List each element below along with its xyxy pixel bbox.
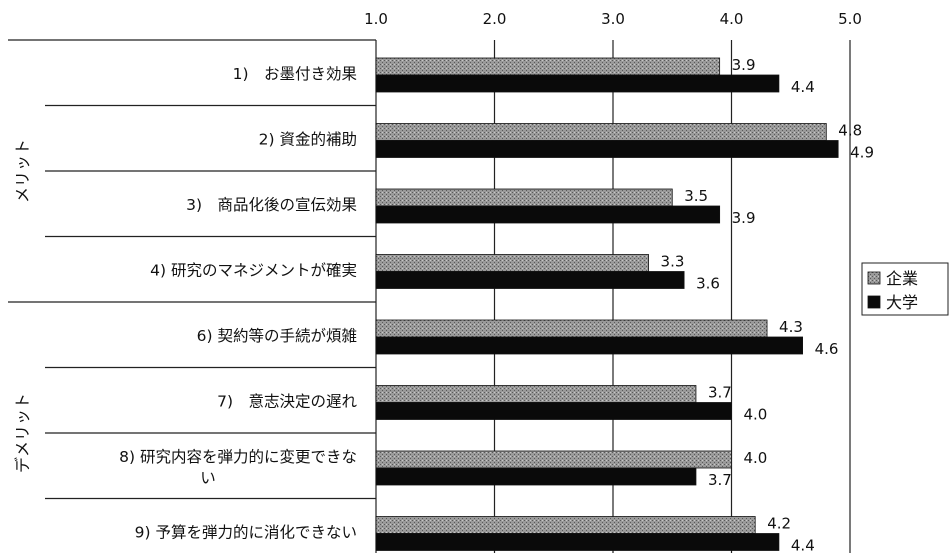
category-label: 8) 研究内容を弾力的に変更できな bbox=[119, 448, 357, 466]
data-label: 3.9 bbox=[732, 56, 756, 74]
data-label: 4.4 bbox=[791, 537, 815, 553]
bar-daigaku bbox=[375, 74, 780, 93]
data-label: 4.2 bbox=[767, 515, 791, 533]
bars bbox=[375, 57, 839, 551]
legend-swatch bbox=[867, 271, 881, 285]
data-label: 4.9 bbox=[850, 144, 874, 162]
bar-kigyo bbox=[375, 254, 649, 272]
category-label: 3) 商品化後の宣伝効果 bbox=[186, 196, 357, 214]
data-label: 4.0 bbox=[744, 449, 768, 467]
bar-daigaku bbox=[375, 402, 732, 420]
bar-daigaku bbox=[375, 336, 804, 355]
bar-daigaku bbox=[375, 271, 685, 289]
data-label: 3.9 bbox=[732, 209, 756, 227]
bar-daigaku bbox=[375, 140, 839, 158]
category-rows: 1) お墨付き効果 2) 資金的補助 3) 商品化後の宣伝効果 4) 研究のマネジメン… bbox=[8, 39, 376, 541]
category-label: 2) 資金的補助 bbox=[259, 130, 357, 148]
category-label: 1) お墨付き効果 bbox=[233, 65, 357, 83]
bar-daigaku bbox=[375, 467, 697, 486]
data-label: 4.0 bbox=[744, 406, 768, 424]
bar-daigaku bbox=[375, 533, 780, 551]
data-label: 3.7 bbox=[708, 384, 732, 402]
x-tick-label: 1.0 bbox=[364, 10, 388, 28]
group-label: メリット bbox=[13, 139, 32, 203]
bar-kigyo bbox=[375, 188, 673, 207]
category-label: 9) 予算を弾力的に消化できない bbox=[135, 522, 357, 541]
category-label-line2: い bbox=[200, 469, 216, 487]
legend-label: 企業 bbox=[886, 269, 918, 288]
x-axis-ticks: 1.0 2.0 3.0 4.0 5.0 bbox=[364, 10, 862, 28]
x-tick-label: 3.0 bbox=[601, 10, 625, 28]
category-label: 4) 研究のマネジメントが確実 bbox=[150, 261, 357, 279]
category-label: 7) 意志決定の遅れ bbox=[217, 391, 357, 410]
data-label: 3.3 bbox=[661, 253, 685, 271]
legend-swatch bbox=[867, 295, 881, 309]
data-label: 4.8 bbox=[838, 122, 862, 140]
bar-daigaku bbox=[375, 205, 721, 224]
data-label: 3.5 bbox=[684, 187, 708, 205]
bar-kigyo bbox=[375, 516, 756, 534]
group-label: デメリット bbox=[13, 393, 32, 473]
bar-kigyo bbox=[375, 450, 732, 469]
value-labels: 3.94.83.53.34.33.74.04.24.44.93.93.64.64… bbox=[661, 56, 874, 553]
bar-kigyo bbox=[375, 319, 768, 338]
data-label: 4.4 bbox=[791, 78, 815, 96]
data-label: 3.6 bbox=[696, 275, 720, 293]
x-tick-label: 5.0 bbox=[838, 10, 862, 28]
bar-kigyo bbox=[375, 57, 721, 76]
x-tick-label: 4.0 bbox=[720, 10, 744, 28]
category-label: 6) 契約等の手続が煩雑 bbox=[197, 327, 357, 345]
bar-kigyo bbox=[375, 385, 697, 403]
data-label: 4.6 bbox=[815, 340, 839, 358]
x-tick-label: 2.0 bbox=[483, 10, 507, 28]
data-label: 4.3 bbox=[779, 318, 803, 336]
data-label: 3.7 bbox=[708, 471, 732, 489]
legend-label: 大学 bbox=[886, 293, 918, 312]
bar-kigyo bbox=[375, 123, 827, 141]
